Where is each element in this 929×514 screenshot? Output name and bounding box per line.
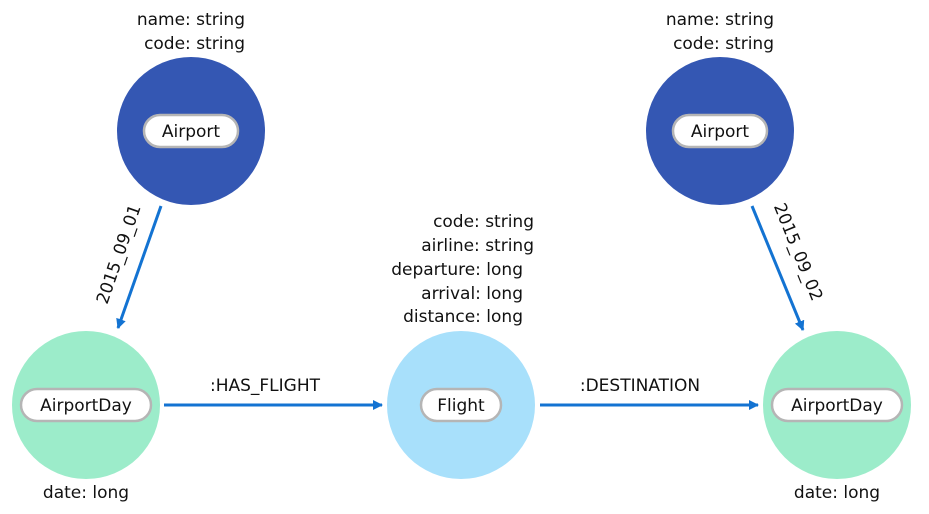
edge-left-day: 2015_09_01 bbox=[93, 202, 163, 329]
flight-label: Flight bbox=[437, 396, 485, 416]
airport-left-prop-name: name: string bbox=[137, 10, 245, 30]
edge-left-day-label: 2015_09_01 bbox=[93, 202, 146, 306]
flight-prop-code: code: string bbox=[433, 212, 534, 232]
flight-prop-departure: departure: long bbox=[391, 260, 523, 280]
airportday-right-pill bbox=[770, 387, 904, 423]
airportday-right-prop-date: date: long bbox=[794, 483, 880, 503]
airportday-left-label: AirportDay bbox=[40, 396, 132, 416]
edge-right-day-label: 2015_09_02 bbox=[769, 200, 826, 303]
airportday-left-prop-date: date: long bbox=[43, 483, 129, 503]
airport-right-prop-name: name: string bbox=[666, 10, 774, 30]
node-airport-left: name: string code: string Airport bbox=[117, 10, 265, 205]
airport-right-prop-code: code: string bbox=[673, 34, 774, 54]
flight-prop-distance: distance: long bbox=[403, 307, 523, 327]
node-airportday-right: AirportDay date: long bbox=[763, 331, 911, 503]
edge-left-day-line bbox=[116, 205, 163, 329]
airport-right-pill bbox=[671, 113, 769, 149]
edge-destination: :DESTINATION bbox=[540, 376, 759, 410]
node-airportday-left: AirportDay date: long bbox=[12, 331, 160, 503]
node-flight: code: string airline: string departure: … bbox=[387, 212, 535, 479]
airport-left-pill bbox=[142, 113, 240, 149]
flight-pill bbox=[419, 387, 503, 423]
airport-left-prop-code: code: string bbox=[144, 34, 245, 54]
airportday-right-label: AirportDay bbox=[791, 396, 883, 416]
edge-destination-label: :DESTINATION bbox=[580, 376, 700, 396]
edge-right-day-line bbox=[750, 205, 805, 331]
airportday-left-pill bbox=[19, 387, 153, 423]
flight-prop-arrival: arrival: long bbox=[421, 284, 523, 304]
airport-left-label: Airport bbox=[162, 122, 221, 142]
edge-right-day: 2015_09_02 bbox=[750, 200, 826, 331]
edge-has-flight: :HAS_FLIGHT bbox=[164, 376, 383, 410]
airport-right-label: Airport bbox=[691, 122, 750, 142]
flight-prop-airline: airline: string bbox=[421, 236, 534, 256]
node-airport-right: name: string code: string Airport bbox=[646, 10, 794, 205]
edge-has-flight-label: :HAS_FLIGHT bbox=[210, 376, 321, 396]
